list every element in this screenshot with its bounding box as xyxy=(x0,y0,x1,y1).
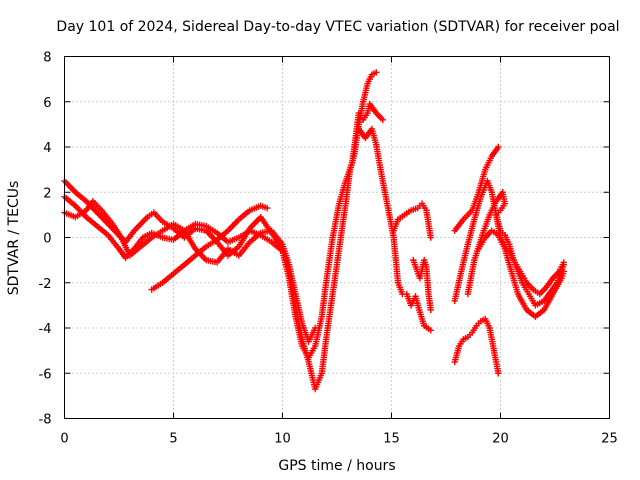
data-layer xyxy=(61,69,567,393)
series-trace-5 xyxy=(355,125,434,334)
y-tick-label: 6 xyxy=(43,96,51,111)
tick-layer: 0 5 10 15 20 25 -8 -6 -4 -2 0 2 4 6 8 xyxy=(39,51,618,447)
y-tick-label: -2 xyxy=(39,277,52,292)
x-tick-label: 20 xyxy=(492,432,509,447)
y-tick-label: -8 xyxy=(39,413,52,428)
series-trace-3 xyxy=(61,198,319,345)
x-tick-label: 15 xyxy=(383,432,400,447)
y-tick-label: 4 xyxy=(43,141,51,156)
series-trace-10 xyxy=(451,315,502,377)
data-point xyxy=(560,259,567,266)
data-point xyxy=(427,234,434,241)
x-tick-label: 0 xyxy=(60,432,68,447)
data-point xyxy=(495,370,502,377)
data-point xyxy=(264,204,271,212)
y-tick-label: -4 xyxy=(39,322,52,337)
series-trace-4 xyxy=(148,202,271,293)
data-point xyxy=(312,324,319,332)
data-point xyxy=(560,268,567,275)
data-point xyxy=(373,69,380,76)
data-point xyxy=(427,327,434,334)
y-tick-label: 8 xyxy=(43,51,51,66)
x-tick-label: 10 xyxy=(274,432,291,447)
series-trace-7 xyxy=(410,256,434,314)
x-tick-label: 25 xyxy=(601,432,618,447)
series-trace-8 xyxy=(451,143,502,234)
grid-layer xyxy=(64,56,610,419)
series-trace-12 xyxy=(475,227,567,320)
y-axis-title: SDTVAR / TECUs xyxy=(6,181,22,296)
y-tick-label: 0 xyxy=(43,232,51,247)
data-point xyxy=(379,116,386,124)
series-trace-2 xyxy=(61,100,386,361)
data-point xyxy=(495,143,502,151)
x-tick-label: 5 xyxy=(169,432,177,447)
chart-title: Day 101 of 2024, Sidereal Day-to-day VTE… xyxy=(56,19,619,35)
x-axis-title: GPS time / hours xyxy=(278,458,395,474)
data-point xyxy=(427,306,434,314)
y-tick-label: 2 xyxy=(43,186,51,201)
y-tick-label: -6 xyxy=(39,367,52,382)
series-trace-6 xyxy=(390,200,434,241)
